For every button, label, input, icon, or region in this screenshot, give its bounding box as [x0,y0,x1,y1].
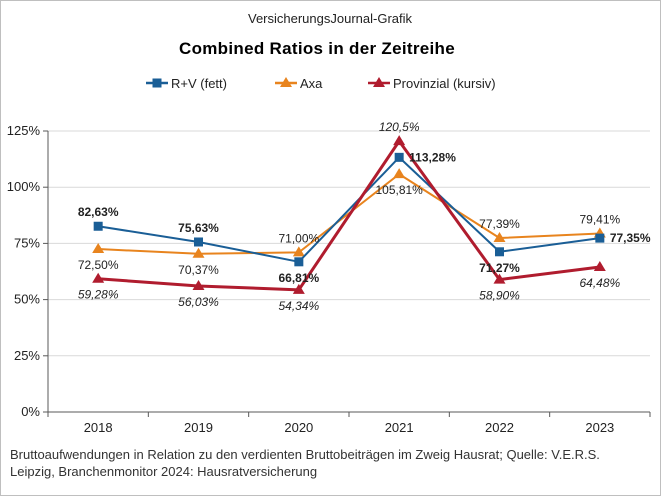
point-provinzial-kursiv-2023 [593,261,606,272]
point-provinzial-kursiv-2022 [493,273,506,284]
grid-lines [48,130,650,357]
series-layer [92,135,606,294]
point-r-v-fett-2019 [194,237,203,247]
point-provinzial-kursiv-2018 [92,272,105,283]
data-label-axa-2022: 77,39% [479,217,520,231]
series-line-provinzial-kursiv [98,139,601,292]
point-r-v-fett-2022 [495,247,504,257]
data-label-axa-2021: 105,81% [375,183,423,197]
data-label-provinzial-kursiv-2023: 64,48% [579,276,620,290]
point-r-v-fett-2018 [93,221,103,231]
data-label-provinzial-kursiv-2021: 120,5% [379,120,420,134]
y-tick-label: 25% [14,348,40,363]
series-r-v-fett [93,152,605,267]
legend-label-r-v-fett: R+V (fett) [171,76,227,91]
chart-title: Combined Ratios in der Zeitreihe [179,39,455,58]
data-label-provinzial-kursiv-2020: 54,34% [278,299,319,313]
point-provinzial-kursiv-2020 [292,283,305,294]
data-label-r-v-fett-2023: 77,35% [610,231,651,245]
point-provinzial-kursiv-2021 [393,135,406,146]
data-label-axa-2020: 71,00% [278,231,319,245]
series-provinzial-kursiv [92,135,606,294]
legend-item-axa: Axa [275,76,323,91]
axes: 0% 25% 50% 75% 100% 125% 2018 2019 2020 2021 2022 2… [7,123,651,435]
data-label-axa-2018: 72,50% [78,258,119,272]
data-label-r-v-fett-2021: 113,28% [409,150,456,164]
footnote-line-1: Bruttoaufwendungen in Relation zu den ve… [10,447,600,462]
data-labels: 82,63% 75,63% 66,81% 113,28% 71,27% 77,35% 72,… [78,120,651,313]
data-label-r-v-fett-2018: 82,63% [78,205,119,219]
x-tick-label-2021: 2021 [385,420,414,435]
legend-marker-axa [280,77,292,87]
y-tick-label: 75% [14,235,40,250]
x-tick-label-2022: 2022 [485,420,514,435]
footnote-line-2: Leipzig, Branchenmonitor 2024: Hausratve… [10,464,317,479]
x-tick-label-2019: 2019 [184,420,213,435]
point-axa-2020 [292,246,305,257]
point-provinzial-kursiv-2019 [192,280,205,291]
point-r-v-fett-2023 [595,233,605,243]
y-tick-label: 125% [7,123,41,138]
data-label-axa-2019: 70,37% [178,263,219,277]
legend-label-provinzial-kursiv: Provinzial (kursiv) [393,76,496,91]
x-tick-label-2020: 2020 [284,420,313,435]
legend-marker-r-v-fett [152,78,162,88]
legend: R+V (fett) Axa Provinzial (kursiv) [146,76,496,91]
point-axa-2022 [493,232,506,243]
point-axa-2021 [393,168,406,179]
source-label: VersicherungsJournal-Grafik [248,11,413,26]
y-tick-label: 100% [7,179,41,194]
point-axa-2019 [192,247,205,258]
y-tick-label: 0% [21,404,40,419]
point-axa-2018 [92,243,105,254]
data-label-provinzial-kursiv-2018: 59,28% [78,288,119,302]
legend-marker-provinzial-kursiv [373,77,385,87]
series-line-r-v-fett [98,156,600,263]
point-r-v-fett-2020 [294,257,304,267]
point-r-v-fett-2021 [394,152,404,162]
data-label-r-v-fett-2019: 75,63% [178,221,219,235]
x-tick-label-2018: 2018 [84,420,113,435]
legend-label-axa: Axa [300,76,323,91]
y-tick-label: 50% [14,292,40,307]
legend-item-r-v-fett: R+V (fett) [146,76,227,91]
x-tick-label-2023: 2023 [585,420,614,435]
data-label-axa-2023: 79,41% [579,212,620,226]
data-label-r-v-fett-2020: 66,81% [278,271,319,285]
legend-item-provinzial-kursiv: Provinzial (kursiv) [368,76,496,91]
data-label-provinzial-kursiv-2022: 58,90% [479,289,520,303]
data-label-provinzial-kursiv-2019: 56,03% [178,295,219,309]
data-label-r-v-fett-2022: 71,27% [479,261,520,275]
